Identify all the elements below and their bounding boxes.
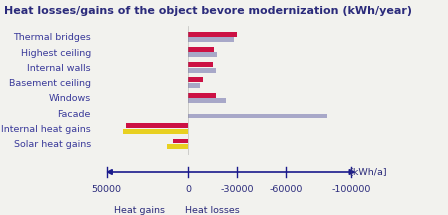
Text: 0: 0 xyxy=(185,185,191,194)
Text: -60000: -60000 xyxy=(269,185,302,194)
Bar xyxy=(173,138,188,143)
Bar xyxy=(123,129,188,134)
Text: -100000: -100000 xyxy=(332,185,371,194)
Text: Heat gains: Heat gains xyxy=(114,206,165,215)
Text: -30000: -30000 xyxy=(220,185,254,194)
Text: Heat losses/gains of the object bevore modernization (kWh/year): Heat losses/gains of the object bevore m… xyxy=(4,6,413,17)
Bar xyxy=(188,77,203,82)
Bar xyxy=(126,123,188,128)
Text: Heat losses: Heat losses xyxy=(185,206,240,215)
Bar xyxy=(188,93,216,98)
Bar xyxy=(188,114,327,118)
Bar xyxy=(188,37,234,42)
Bar xyxy=(188,98,226,103)
Bar xyxy=(188,83,199,88)
Text: [kWh/a]: [kWh/a] xyxy=(349,167,387,177)
Bar xyxy=(188,52,217,57)
Bar xyxy=(167,144,188,149)
Bar xyxy=(188,62,213,67)
Text: 50000: 50000 xyxy=(92,185,122,194)
Bar xyxy=(188,47,214,52)
Bar xyxy=(188,32,237,37)
Bar xyxy=(188,68,216,73)
